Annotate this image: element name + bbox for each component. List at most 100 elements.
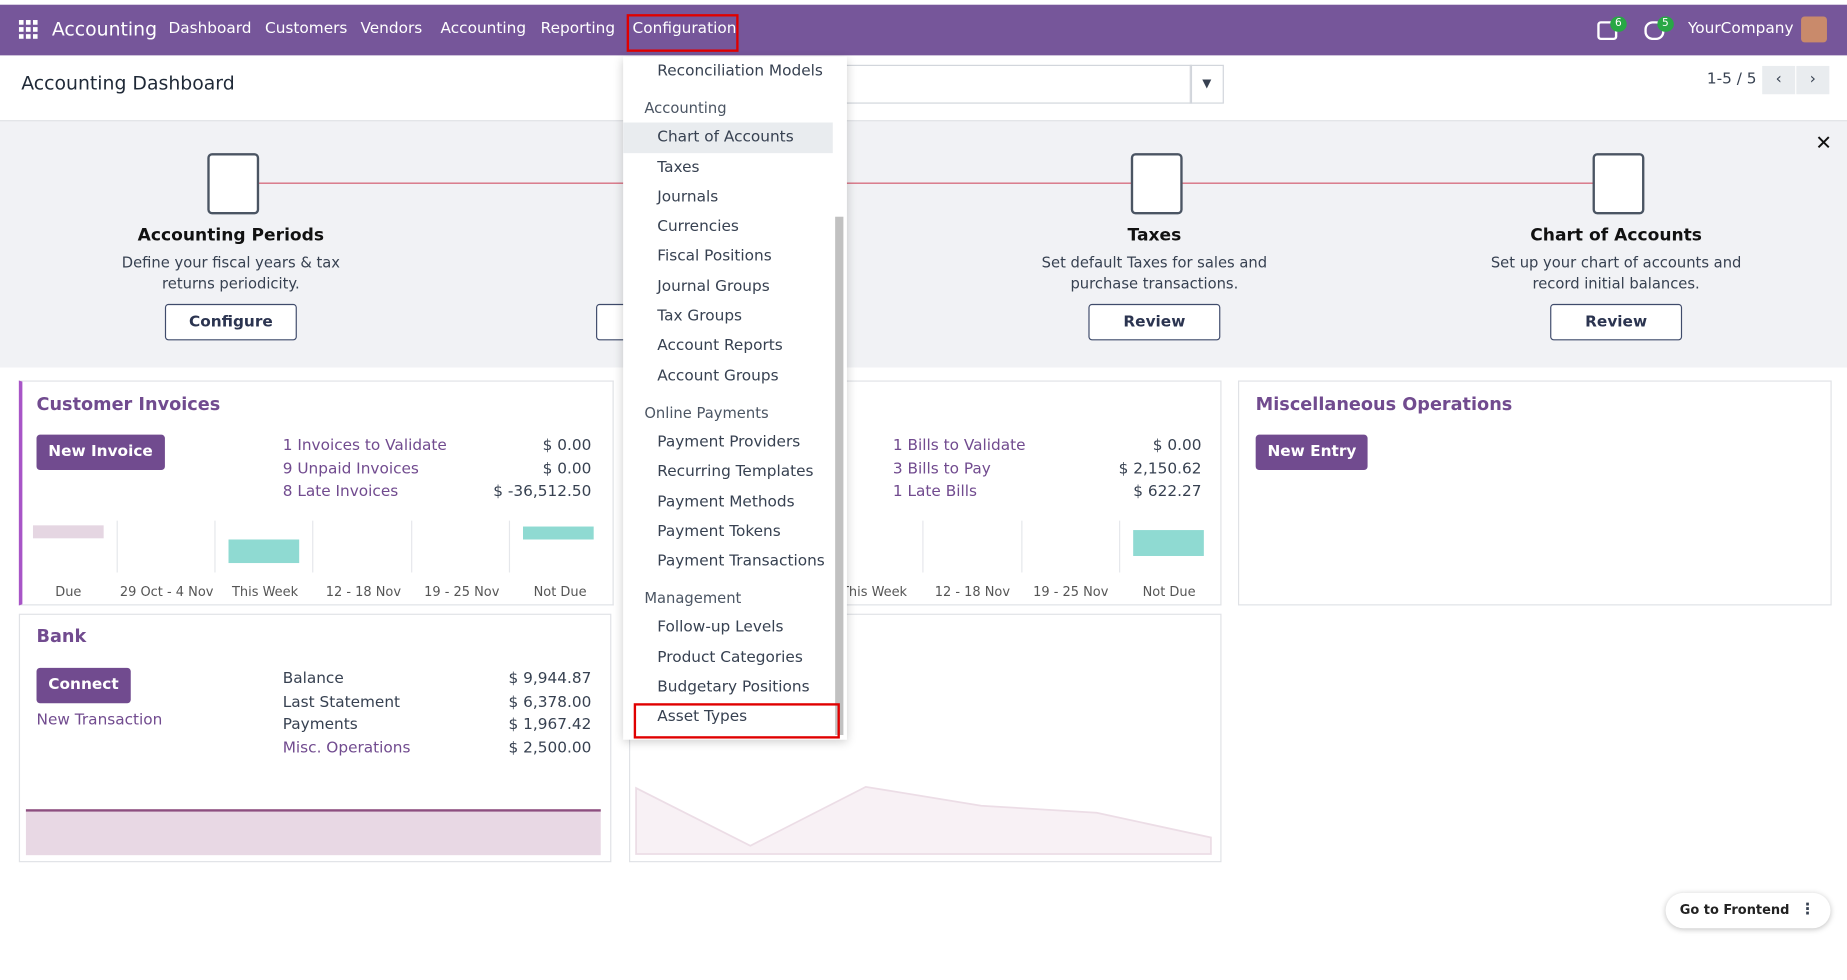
chart-label: Due (55, 584, 82, 600)
bank-chart-area (25, 809, 601, 856)
chart-bar (1133, 530, 1204, 556)
chart-label: 12 - 18 Nov (934, 584, 1011, 600)
dropdown-item[interactable]: Fiscal Positions (657, 247, 772, 266)
company-name[interactable]: YourCompany (1687, 20, 1794, 38)
row-value: $ 6,378.00 (508, 693, 592, 711)
nav-menu-item[interactable]: Vendors (360, 20, 423, 38)
card-title[interactable]: Bank (36, 625, 87, 647)
step-icon (1130, 153, 1183, 215)
dropdown-item[interactable]: Payment Providers (657, 433, 801, 452)
card-title[interactable]: Customer Invoices (36, 393, 221, 415)
dropdown-item[interactable]: Journal Groups (657, 277, 770, 296)
chart-divider (922, 520, 924, 573)
chart-divider (1021, 520, 1023, 573)
row-label[interactable]: 3 Bills to Pay (892, 459, 991, 478)
chart-divider (1119, 520, 1121, 573)
row-label[interactable]: 8 Late Invoices (282, 482, 399, 501)
card-button[interactable]: New Invoice (36, 434, 165, 470)
chart-divider (312, 520, 314, 573)
row-value: $ 1,967.42 (508, 716, 592, 734)
row-label[interactable]: Payments (282, 716, 358, 734)
go-frontend-menu[interactable]: ⋮ (1799, 901, 1816, 919)
dropdown-item[interactable]: Taxes (657, 158, 700, 177)
row-value: $ 0.00 (542, 459, 592, 478)
nav-badge: 6 (1610, 16, 1627, 32)
dropdown-item[interactable]: Tax Groups (657, 307, 743, 326)
step-button[interactable]: Review (1550, 303, 1683, 341)
row-label[interactable]: 1 Invoices to Validate (282, 437, 447, 455)
highlight-box (626, 14, 739, 52)
go-frontend-label[interactable]: Go to Frontend (1679, 902, 1790, 918)
nav-menu-item[interactable]: Dashboard (168, 20, 252, 38)
row-label[interactable]: 1 Late Bills (892, 482, 977, 501)
search-box[interactable] (842, 64, 1193, 104)
chart-bar (228, 539, 300, 564)
row-value: $ 2,500.00 (508, 739, 592, 757)
dropdown-item[interactable]: Payment Transactions (657, 552, 825, 571)
step-icon (1592, 153, 1645, 215)
row-label[interactable]: 9 Unpaid Invoices (282, 459, 419, 478)
app-name[interactable]: Accounting (51, 17, 158, 41)
nav-badge: 5 (1657, 16, 1674, 32)
navbar (0, 4, 1847, 56)
dropdown-item[interactable]: Follow-up Levels (657, 618, 784, 637)
line-chart (635, 785, 1212, 855)
chart-divider (508, 520, 511, 573)
step-title: Chart of Accounts (1530, 226, 1702, 246)
dropdown-item[interactable]: Account Groups (657, 367, 779, 385)
go-frontend[interactable] (1665, 892, 1831, 929)
dropdown-item[interactable]: Reconciliation Models (657, 62, 823, 81)
misc-card (1238, 380, 1832, 606)
dropdown-item[interactable]: Recurring Templates (657, 463, 814, 481)
configuration-dropdown: Reconciliation Models Accounting Chart of … (623, 56, 847, 740)
row-label[interactable]: Last Statement (282, 693, 401, 711)
row-value: $ 2,150.62 (1118, 459, 1202, 478)
avatar[interactable] (1801, 16, 1827, 43)
card-link[interactable]: New Transaction (36, 711, 163, 730)
dropdown-item[interactable]: Payment Tokens (657, 522, 781, 541)
customer-invoices-card (18, 380, 614, 606)
search-toggle[interactable]: ▼ (1189, 64, 1224, 104)
card-button[interactable]: New Entry (1255, 434, 1369, 470)
onboarding-panel (0, 120, 1847, 368)
nav-menu-item[interactable]: Reporting (540, 20, 616, 38)
dropdown-item[interactable]: Asset Types (657, 708, 748, 727)
dropdown-item[interactable]: Account Reports (657, 337, 783, 355)
step-description: Define your fiscal years & tax returns p… (121, 253, 340, 293)
chart-label: 19 - 25 Nov (424, 584, 500, 600)
pager-prev[interactable]: ‹ (1762, 65, 1796, 95)
pager: 1-5 / 5 (1706, 70, 1757, 89)
row-label[interactable]: Balance (282, 670, 344, 688)
dropdown-item[interactable]: Chart of Accounts (623, 122, 833, 153)
dropdown-header: Management (644, 589, 742, 608)
row-label[interactable]: 1 Bills to Validate (892, 437, 1026, 455)
dropdown-item[interactable]: Product Categories (657, 648, 803, 667)
scrollbar (835, 216, 844, 736)
close-onboarding[interactable]: ✕ (1815, 131, 1832, 156)
pager-next[interactable]: › (1796, 65, 1830, 95)
apps-icon[interactable] (18, 20, 38, 39)
highlight-box (633, 703, 840, 739)
chart-label: This Week (231, 584, 299, 600)
card-button[interactable]: Connect (36, 667, 131, 704)
dropdown-item[interactable]: Journals (657, 188, 719, 207)
step-title: Accounting Periods (137, 226, 325, 246)
chart-label: 19 - 25 Nov (1033, 584, 1109, 600)
chart-bar (523, 526, 594, 540)
nav-menu-item[interactable]: Customers (265, 20, 348, 38)
chart-label: 29 Oct - 4 Nov (119, 584, 214, 600)
chart-divider (411, 520, 413, 573)
chart-label: Not Due (533, 584, 587, 600)
dropdown-item[interactable]: Payment Methods (657, 493, 795, 511)
row-label[interactable]: Misc. Operations (282, 739, 411, 757)
dropdown-item[interactable]: Budgetary Positions (657, 678, 810, 697)
nav-menu-item[interactable]: Configuration (632, 20, 737, 38)
step-button[interactable]: Review (1088, 303, 1221, 341)
nav-menu-item[interactable]: Accounting (440, 20, 527, 38)
card-title[interactable]: Miscellaneous Operations (1255, 393, 1513, 415)
step-button[interactable]: Configure (164, 303, 297, 341)
dropdown-item[interactable]: Currencies (657, 218, 739, 236)
step-description: Set default Taxes for sales and purchase… (1041, 253, 1268, 293)
chart-label: 12 - 18 Nov (325, 584, 402, 600)
chart-divider (214, 520, 216, 573)
